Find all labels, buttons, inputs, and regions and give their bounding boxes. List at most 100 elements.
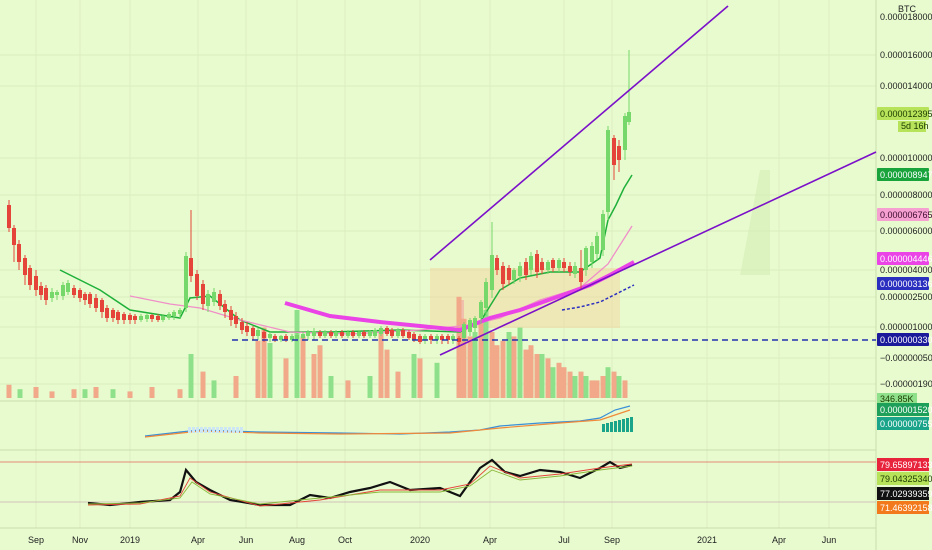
ma-blue-line xyxy=(561,284,635,311)
volume-bar xyxy=(6,384,12,398)
candle-body xyxy=(262,332,266,338)
candle-body xyxy=(440,336,444,340)
candle-body xyxy=(462,324,466,338)
macd-histogram-bar xyxy=(224,427,227,433)
volume-bar xyxy=(622,380,628,398)
macd-badge-label: 0.000000755 xyxy=(880,419,932,429)
candle-body xyxy=(551,260,555,268)
volume-bar xyxy=(506,332,512,398)
time-tick-label: Jun xyxy=(822,535,837,545)
candle-body xyxy=(273,336,277,340)
candle-body xyxy=(468,320,472,332)
candle-body xyxy=(346,332,350,336)
price-badge-label: 0.000012395 xyxy=(880,109,932,119)
macd-histogram-bar xyxy=(208,427,211,433)
price-badge xyxy=(877,252,929,265)
candle-body xyxy=(306,332,310,336)
candle-body xyxy=(172,312,176,316)
candle-body xyxy=(44,288,48,300)
candle-body xyxy=(212,292,216,302)
candle-body xyxy=(189,258,193,276)
candle-body xyxy=(78,290,82,298)
volume-bars xyxy=(6,296,628,398)
time-tick-label: 2020 xyxy=(410,535,430,545)
volume-bar xyxy=(49,391,55,398)
volume-bar xyxy=(539,354,545,398)
rsi-badge xyxy=(877,501,929,514)
candle-body xyxy=(457,338,461,342)
rsi-badge xyxy=(877,487,929,500)
time-tick-label: Apr xyxy=(772,535,786,545)
macd-histogram-bar xyxy=(216,427,219,433)
countdown-label: 5d 16h xyxy=(901,121,929,131)
candle-body xyxy=(178,310,182,314)
rsi-badge-label: 77.029393592 xyxy=(880,489,932,499)
faint-projection xyxy=(620,170,876,275)
candle-body xyxy=(423,336,427,340)
macd-histogram-bar xyxy=(196,427,199,433)
candle-body xyxy=(334,332,338,336)
candle-body xyxy=(495,258,499,270)
candle-body xyxy=(562,262,566,268)
candle-body xyxy=(368,332,372,336)
candle-body xyxy=(167,314,171,318)
volume-bar xyxy=(600,376,606,398)
volume-bar xyxy=(594,380,600,398)
countdown-badge xyxy=(898,121,926,132)
candle-body xyxy=(94,298,98,308)
candle-body xyxy=(23,258,27,275)
candle-body xyxy=(390,330,394,336)
price-tick-label: 0.000002500 xyxy=(880,292,932,302)
candle-body xyxy=(501,266,505,284)
macd-badge xyxy=(877,417,929,430)
volume-badge xyxy=(877,393,917,404)
volume-bar xyxy=(367,376,373,398)
candle-body xyxy=(206,294,210,306)
time-tick-label: Jul xyxy=(558,535,570,545)
time-tick-label: Nov xyxy=(72,535,89,545)
candle-body xyxy=(590,246,594,262)
volume-bar xyxy=(93,387,99,398)
candle-body xyxy=(318,332,322,336)
time-tick-label: Aug xyxy=(289,535,305,545)
volume-bar xyxy=(188,354,194,398)
candle-body xyxy=(407,332,411,338)
price-badge xyxy=(877,168,929,181)
candle-body xyxy=(61,285,65,296)
candle-body xyxy=(116,312,120,320)
candle-body xyxy=(100,300,104,312)
candle-body xyxy=(412,334,416,340)
volume-bar xyxy=(317,345,323,398)
channel-lower-line xyxy=(439,151,877,356)
candle-body xyxy=(139,316,143,320)
candle-body xyxy=(72,288,76,295)
macd-histogram-bar xyxy=(618,420,621,432)
candle-body xyxy=(234,316,238,324)
volume-bar xyxy=(467,336,473,398)
candle-body xyxy=(606,130,610,212)
macd-histogram-bar xyxy=(236,427,239,433)
candle-body xyxy=(34,276,38,290)
macd-histogram-bar xyxy=(610,422,613,432)
candle-body xyxy=(595,236,599,254)
candle-body xyxy=(111,310,115,318)
volume-bar xyxy=(572,376,578,398)
volume-bar xyxy=(589,380,595,398)
volume-bar xyxy=(233,376,239,398)
volume-bar xyxy=(384,349,390,398)
volume-bar xyxy=(556,362,562,398)
candle-body xyxy=(156,316,160,320)
candle-body xyxy=(362,332,366,336)
volume-bar xyxy=(534,354,540,398)
candle-body xyxy=(579,268,583,282)
price-badges: 0.000012395 5d 16h 0.000008947 0.000006765 0… xyxy=(877,107,932,514)
volume-bar xyxy=(494,345,500,398)
time-tick-label: 2019 xyxy=(120,535,140,545)
candle-body xyxy=(161,316,165,320)
candle-body xyxy=(28,268,32,285)
volume-bar xyxy=(523,349,529,398)
price-tick-label: 0.000016000 xyxy=(880,50,932,60)
candle-body xyxy=(584,248,588,270)
